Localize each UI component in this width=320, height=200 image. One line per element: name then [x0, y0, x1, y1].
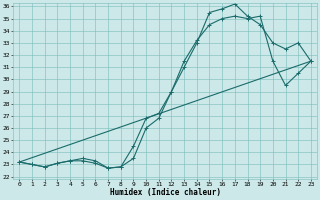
- X-axis label: Humidex (Indice chaleur): Humidex (Indice chaleur): [110, 188, 220, 197]
